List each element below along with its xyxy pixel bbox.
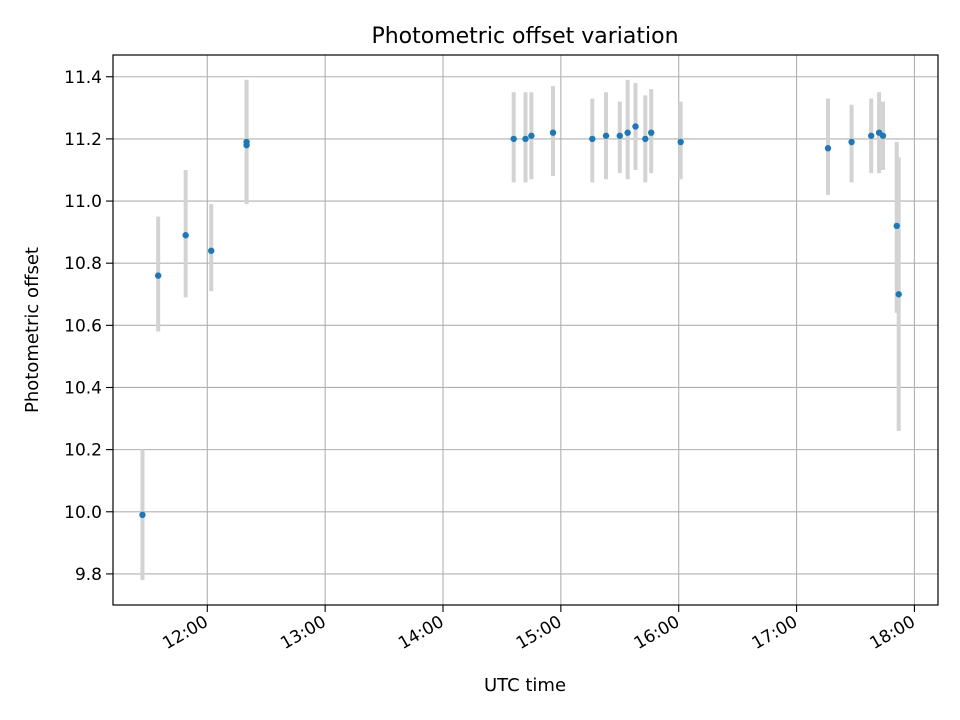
- data-point: [677, 138, 684, 146]
- data-points: [139, 123, 902, 519]
- data-point: [589, 135, 596, 143]
- chart-title: Photometric offset variation: [371, 24, 678, 49]
- data-point: [848, 138, 855, 146]
- data-point: [616, 132, 623, 139]
- data-point: [182, 232, 189, 239]
- data-point: [648, 129, 655, 136]
- y-tick-label: 10.6: [64, 316, 102, 336]
- y-tick-label: 10.0: [64, 503, 102, 523]
- data-point: [824, 145, 832, 152]
- data-point: [208, 247, 215, 254]
- y-tick-label: 10.8: [64, 254, 102, 274]
- y-tick-label: 11.2: [64, 130, 102, 150]
- y-axis-label: Photometric offset: [22, 247, 43, 413]
- y-tick-label: 9.8: [75, 565, 102, 585]
- data-point: [642, 135, 649, 143]
- data-point: [528, 132, 535, 139]
- y-tick-label: 11.4: [64, 68, 102, 88]
- x-axis-label: UTC time: [484, 675, 566, 696]
- data-point: [893, 222, 900, 230]
- data-point: [154, 272, 162, 279]
- data-point: [549, 129, 557, 136]
- y-tick-label: 11.0: [64, 192, 102, 212]
- data-point: [522, 135, 529, 143]
- data-point: [632, 123, 639, 130]
- data-point: [868, 132, 875, 139]
- plot-frame: [112, 54, 939, 606]
- data-point: [510, 135, 517, 143]
- data-point: [895, 291, 902, 298]
- data-point: [602, 132, 610, 139]
- grid: [113, 55, 938, 605]
- data-point: [139, 511, 146, 519]
- data-point: [879, 132, 887, 139]
- data-point: [624, 129, 631, 136]
- y-tick-label: 10.2: [64, 441, 102, 461]
- y-tick-label: 10.4: [64, 378, 102, 398]
- y-axis-ticks: 9.8 10.0 10.2 10.4 10.6 10.8 11.0 11.2 11.4: [64, 68, 113, 585]
- data-point: [243, 138, 250, 146]
